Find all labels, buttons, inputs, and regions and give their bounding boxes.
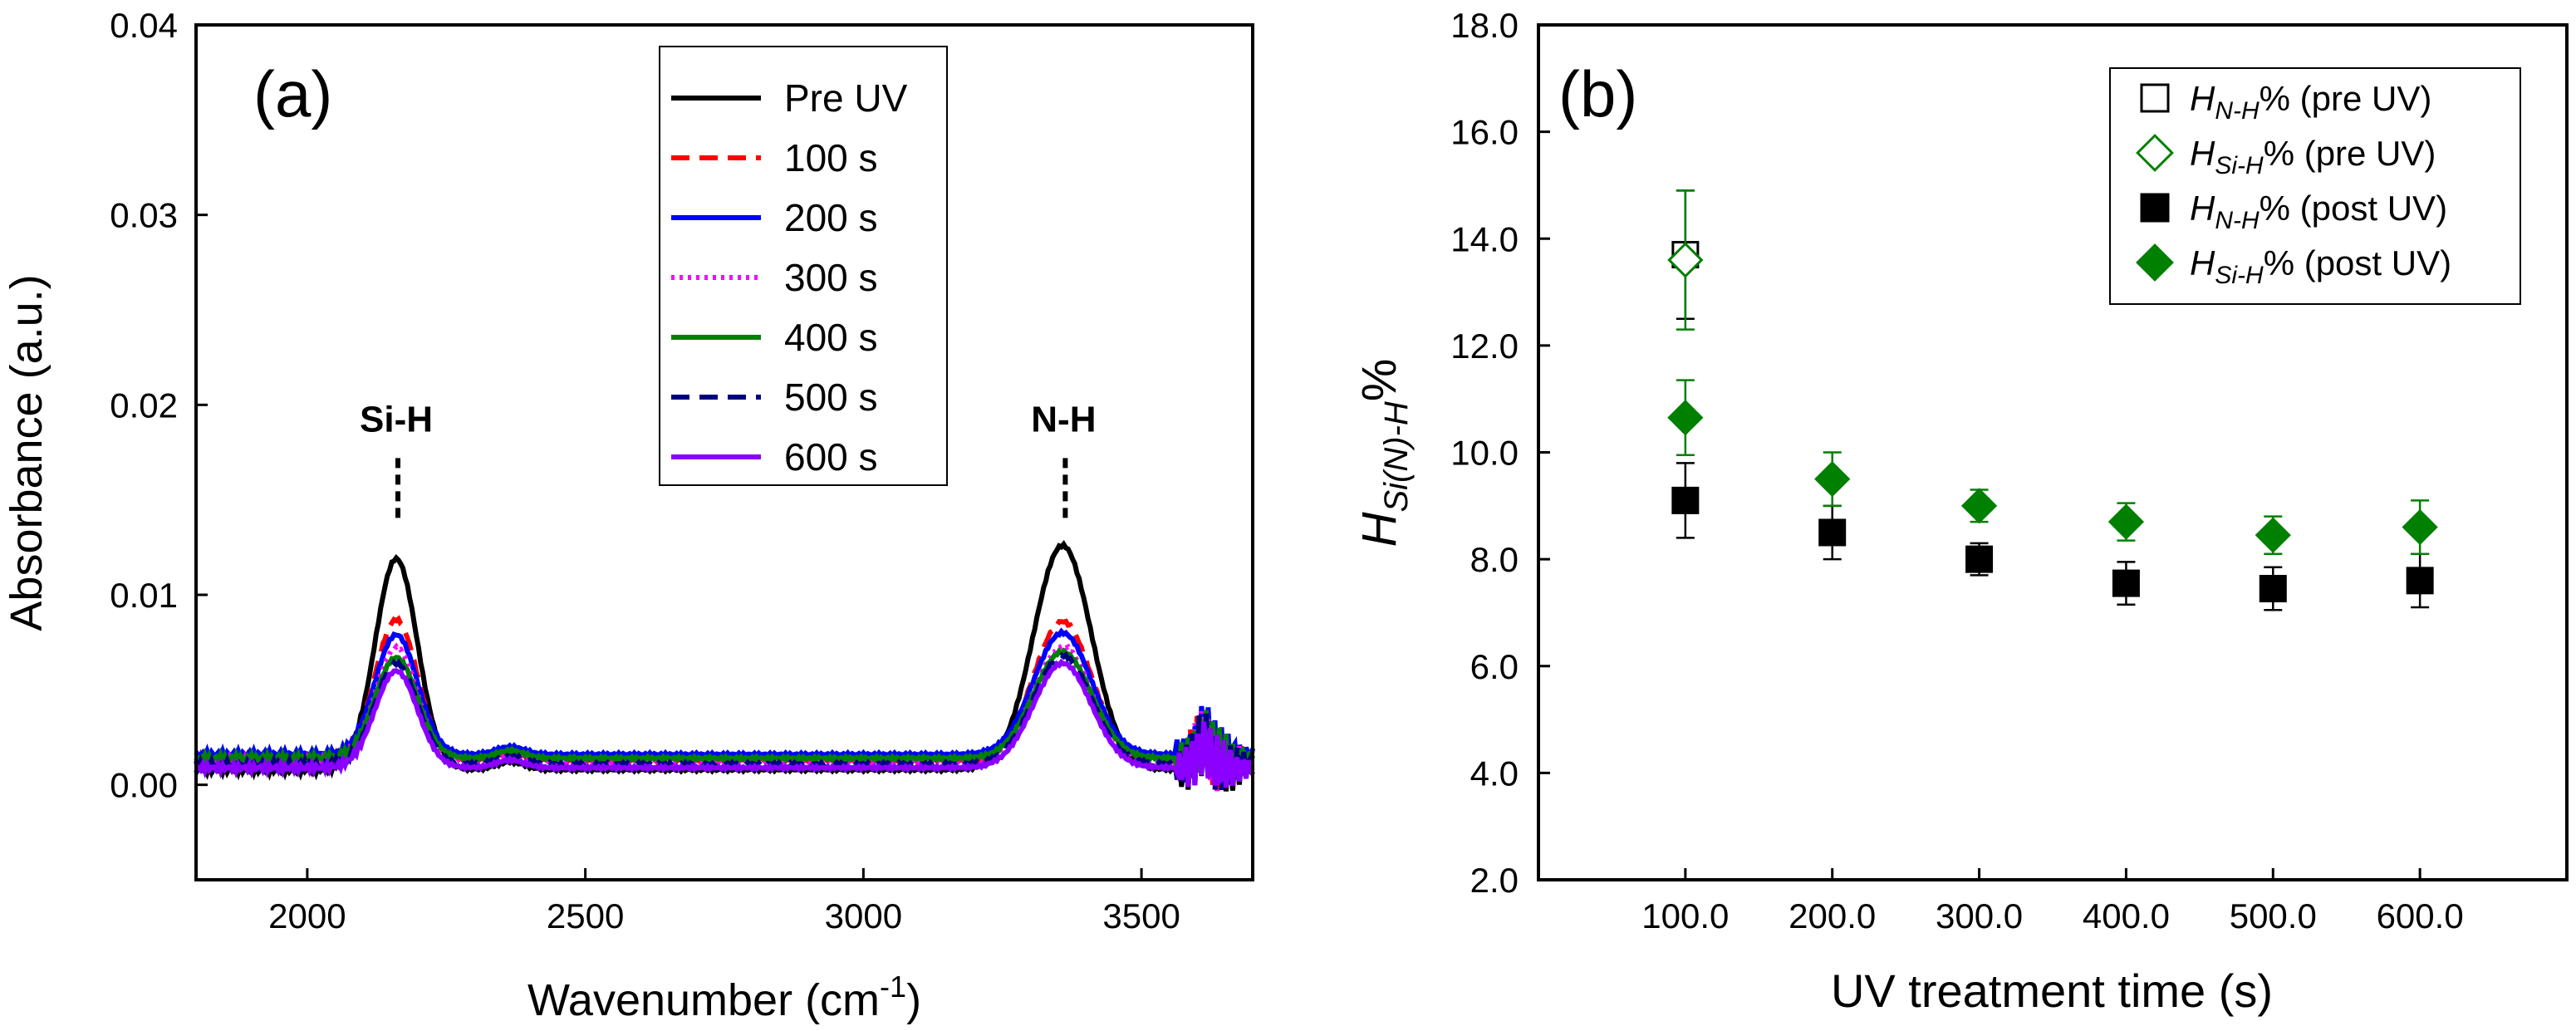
panel-a-x-axis-label-main: Wavenumber (cm xyxy=(527,975,880,1025)
panel-a-peak-annotation: Si-H xyxy=(360,399,433,439)
panel-b-legend-label-subscript: N-H xyxy=(2215,97,2260,125)
panel-b-legend-label-tail: % (pre UV) xyxy=(2260,79,2432,118)
panel-a-plot-frame xyxy=(194,23,1254,881)
panel-b-y-tick-label: 2.0 xyxy=(1470,861,1519,900)
panel-b-x-tick-label: 500.0 xyxy=(2230,896,2317,935)
panel-b-data-point xyxy=(2402,508,2438,546)
panel-b-data-point xyxy=(1667,400,1704,436)
panel-a-legend-label: 100 s xyxy=(784,136,878,179)
panel-b-legend-label: HSi-H% (pre UV) xyxy=(2190,134,2436,179)
panel-b-y-axis-label-subscript: Si(N)-H xyxy=(1378,401,1415,512)
panel-a-x-tick-label: 3000 xyxy=(825,896,902,935)
panel-a-label: (a) xyxy=(253,57,332,130)
panel-a-y-tick-label: 0.02 xyxy=(110,385,178,425)
panel-a-legend: Pre UV 100 s 200 s 300 s 400 s 500 s 600 s xyxy=(659,46,948,486)
panel-a-x-tick-label: 2500 xyxy=(547,896,624,935)
panel-b-legend-label-tail: % (pre UV) xyxy=(2264,134,2436,173)
panel-b-legend-label-tail: % (post UV) xyxy=(2264,243,2451,282)
panel-b-legend-label: HSi-H% (post UV) xyxy=(2190,243,2451,289)
panel-b-x-axis-label: UV treatment time (s) xyxy=(1831,965,2273,1017)
panel-a-x-axis-label-superscript: -1 xyxy=(880,970,906,1004)
panel-a-legend-label: 400 s xyxy=(784,316,878,359)
panel-b-y-axis-label-tail: % xyxy=(1352,359,1406,402)
panel-b-y-tick-label: 12.0 xyxy=(1450,326,1519,366)
panel-b-y-tick-label: 4.0 xyxy=(1470,754,1519,793)
panel-a-legend-label: Pre UV xyxy=(784,76,908,120)
panel-a-x-axis-label: Wavenumber (cm-1) xyxy=(527,970,921,1025)
panel-b-data-point xyxy=(2107,503,2145,540)
panel-a-legend-label: 300 s xyxy=(784,256,878,299)
panel-a-axes: 2000 2500 3000 3500 0.00 0.01 0.02 0.03 0.04 xyxy=(110,6,1180,935)
panel-a-y-tick-label: 0.00 xyxy=(110,766,178,805)
panel-b-legend-label-subscript: N-H xyxy=(2215,207,2260,234)
panel-b-legend-box xyxy=(2109,67,2521,305)
panel-a-y-tick-label: 0.03 xyxy=(110,196,178,235)
panel-b-data-point xyxy=(2112,569,2140,597)
panel-a-legend-label: 500 s xyxy=(784,376,878,419)
panel-b-legend: HN-H% (pre UV)HSi-H% (pre UV)HN-H% (post… xyxy=(2109,67,2521,305)
panel-b-data-point xyxy=(1814,461,1851,498)
panel-b-data-point xyxy=(1960,488,1998,524)
panel-b-x-tick-label: 100.0 xyxy=(1641,896,1729,935)
panel-b-y-tick-label: 14.0 xyxy=(1450,219,1519,258)
panel-b-legend-label-subscript: Si-H xyxy=(2215,152,2264,179)
panel-b-y-axis-label: HSi(N)-H% xyxy=(1352,359,1415,547)
panel-a-series-line xyxy=(195,658,1255,788)
panel-a-legend-label: 200 s xyxy=(784,196,878,239)
panel-b-label: (b) xyxy=(1558,57,1637,130)
panel-a-y-axis-label: Absorbance (a.u.) xyxy=(2,274,52,631)
panel-b-x-tick-label: 400.0 xyxy=(2083,896,2170,935)
panel-b-points xyxy=(1667,189,2438,611)
panel-a-y-tick-label: 0.04 xyxy=(110,6,178,45)
panel-b-legend-label: HN-H% (post UV) xyxy=(2190,189,2447,234)
panel-b-data-point xyxy=(1671,486,1700,514)
panel-b-axes: 100.0 200.0 300.0 400.0 500.0 600.0 2.0 4.0 6.0 8… xyxy=(1450,6,2463,935)
panel-a-legend-label: 600 s xyxy=(784,435,878,479)
panel-b-legend-label-main: H xyxy=(2190,243,2215,282)
panel-a-x-axis-label-close: ) xyxy=(906,975,921,1025)
panel-b-legend-label: HN-H% (pre UV) xyxy=(2190,79,2431,125)
panel-b-y-tick-label: 16.0 xyxy=(1450,113,1519,152)
panel-b-y-tick-label: 10.0 xyxy=(1450,434,1519,473)
panel-b-data-point xyxy=(2259,574,2287,602)
panel-b-legend-marker xyxy=(2140,193,2170,223)
panel-a-spectra: 2000 2500 3000 3500 0.00 0.01 0.02 0.03 0.04 (a)… xyxy=(2,6,1255,1025)
panel-b-data-point xyxy=(1818,518,1847,547)
panel-b-x-tick-label: 200.0 xyxy=(1788,896,1876,935)
panel-b-y-axis-label-main: H xyxy=(1352,512,1406,547)
panel-a-legend-box xyxy=(659,46,948,486)
panel-b-data-point xyxy=(1667,242,1704,278)
panel-a-annotations: Si-H N-H xyxy=(360,399,1096,522)
panel-a-curves xyxy=(194,539,1255,792)
panel-b-y-tick-label: 8.0 xyxy=(1470,540,1519,579)
panel-b-legend-label-main: H xyxy=(2190,134,2215,173)
panel-a-x-tick-label: 3500 xyxy=(1102,896,1180,935)
panel-b-data-point xyxy=(2406,567,2434,595)
panel-a-y-tick-label: 0.01 xyxy=(110,576,178,615)
panel-b-data-point xyxy=(1965,545,1994,573)
panel-b-legend-label-tail: % (post UV) xyxy=(2260,189,2447,228)
panel-b-legend-marker xyxy=(2136,134,2174,172)
panel-b-hydrogen-content: 100.0 200.0 300.0 400.0 500.0 600.0 2.0 4.0 6.0 8… xyxy=(1352,6,2569,1017)
panel-b-legend-label-main: H xyxy=(2190,79,2215,118)
panel-b-legend-marker xyxy=(2136,243,2174,282)
panel-b-data-point xyxy=(2255,517,2291,553)
panel-a-peak-annotation: N-H xyxy=(1031,399,1096,439)
panel-b-legend-label-main: H xyxy=(2190,189,2215,228)
panel-b-y-tick-label: 6.0 xyxy=(1470,647,1519,686)
panel-b-x-tick-label: 600.0 xyxy=(2377,896,2464,935)
panel-a-x-tick-label: 2000 xyxy=(268,896,346,935)
panel-b-legend-marker xyxy=(2140,83,2170,113)
panel-b-x-tick-label: 300.0 xyxy=(1936,896,2023,935)
panel-b-y-tick-label: 18.0 xyxy=(1450,6,1519,45)
panel-b-legend-label-subscript: Si-H xyxy=(2215,262,2264,289)
